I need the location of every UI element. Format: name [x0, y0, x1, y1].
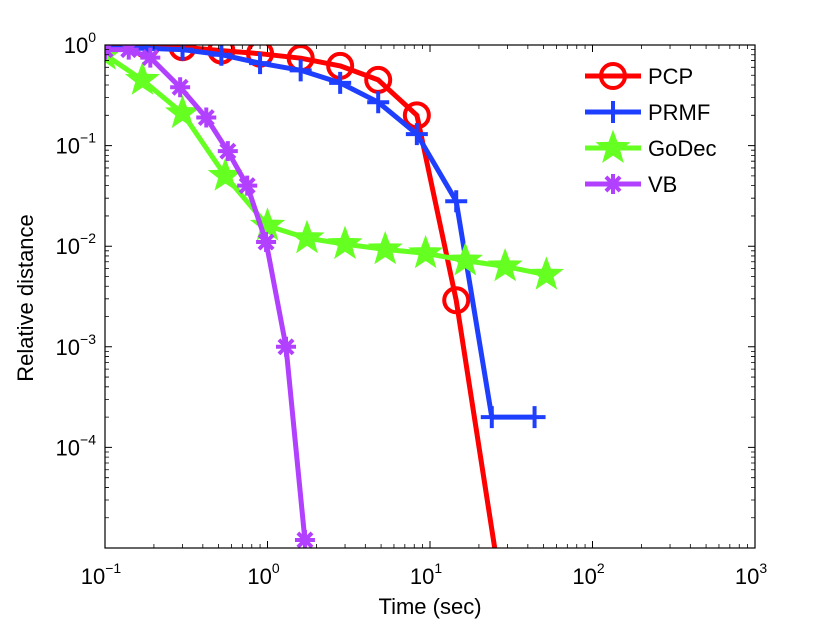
godec-point — [447, 242, 483, 276]
vb-point — [276, 336, 297, 357]
y-tick-label: 10−1 — [56, 130, 97, 159]
vb-point — [118, 45, 139, 60]
prmf-point — [367, 91, 390, 114]
vb-point — [140, 47, 161, 68]
legend-marker — [599, 62, 627, 90]
godec-point — [124, 61, 160, 95]
prmf-point — [405, 123, 428, 146]
x-tick-label: 101 — [410, 560, 442, 589]
x-tick-label: 10−1 — [81, 560, 122, 589]
godec-point — [367, 230, 403, 265]
y-axis-label: Relative distance — [13, 214, 38, 382]
prmf-point — [210, 45, 233, 66]
prmf-point — [329, 71, 352, 94]
plot-area — [105, 45, 564, 548]
series-pcp — [105, 45, 498, 548]
x-tick-label: 103 — [735, 560, 767, 589]
y-tick-label: 100 — [64, 29, 96, 58]
series-layer — [105, 45, 564, 548]
y-tick-label: 10−4 — [56, 431, 97, 460]
vb-point — [294, 530, 315, 548]
legend-label: PRMF — [648, 100, 710, 125]
vb-line — [105, 47, 308, 541]
vb-point — [170, 77, 191, 98]
godec-point — [408, 234, 444, 269]
y-tick-label: 10−2 — [56, 230, 97, 259]
legend-marker — [595, 129, 631, 163]
legend-marker — [603, 174, 623, 194]
legend-item-vb: VB — [585, 172, 677, 197]
legend-item-godec: GoDec — [585, 129, 716, 163]
prmf-point — [480, 406, 503, 429]
vb-point — [217, 141, 238, 162]
legend-item-pcp: PCP — [585, 62, 693, 90]
godec-point — [289, 219, 325, 254]
series-godec — [105, 45, 564, 290]
vb-point — [237, 175, 258, 196]
prmf-point — [289, 59, 312, 82]
axes: 10−1 100 101 102 103 100 10−1 10−2 10−3 10−4 — [56, 29, 768, 589]
prmf-point — [445, 190, 468, 213]
prmf-point — [523, 406, 546, 429]
godec-point — [487, 247, 523, 282]
legend-label: VB — [648, 172, 677, 197]
x-tick-label: 102 — [572, 560, 604, 589]
godec-point — [327, 225, 363, 259]
legend-label: GoDec — [648, 136, 716, 161]
x-tick-label: 100 — [247, 560, 279, 589]
legend-item-prmf: PRMF — [585, 100, 710, 125]
prmf-point — [171, 45, 194, 61]
legend-label: PCP — [648, 64, 693, 89]
pcp-point — [442, 286, 471, 315]
x-axis-label: Time (sec) — [378, 594, 481, 619]
y-tick-label: 10−3 — [56, 331, 97, 360]
legend: PCP PRMF GoDec VB — [585, 62, 716, 197]
series-vb — [105, 45, 315, 548]
prmf-point — [249, 52, 272, 75]
vb-point — [256, 232, 277, 253]
godec-point — [528, 256, 564, 290]
legend-marker — [602, 101, 624, 123]
vb-point — [196, 107, 217, 128]
